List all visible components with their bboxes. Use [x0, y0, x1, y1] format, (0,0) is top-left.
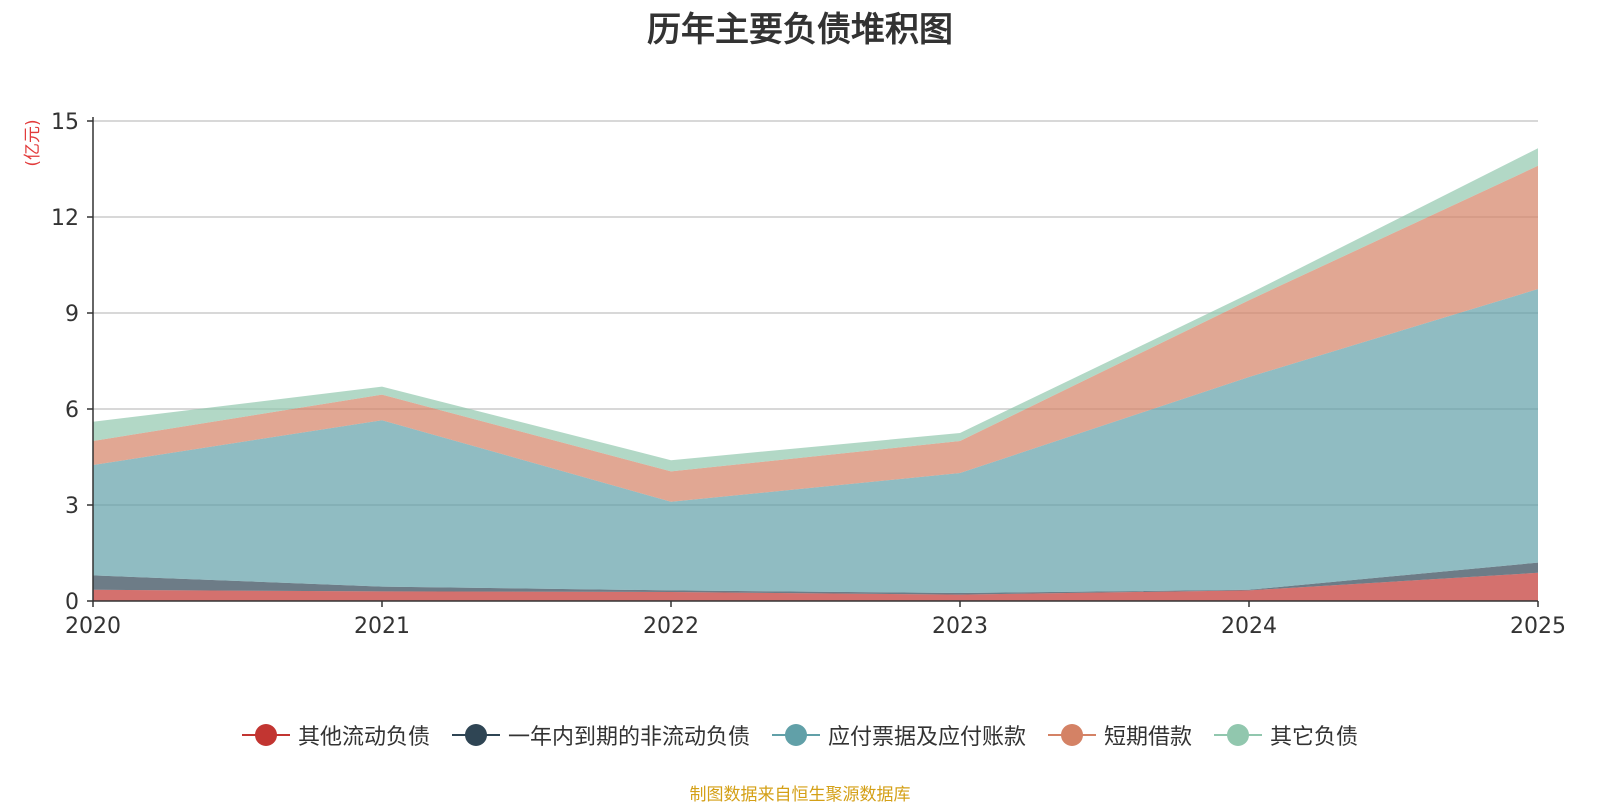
legend-label: 一年内到期的非流动负债 [507, 725, 750, 750]
series-area-2 [93, 289, 1538, 593]
x-tick-label: 2024 [1221, 614, 1277, 639]
x-tick-label: 2025 [1510, 614, 1566, 639]
legend-swatch-icon [241, 723, 290, 747]
y-tick-label: 0 [65, 590, 79, 615]
axes: 0 3 6 9 12 15 2020 2021 2022 2023 2024 2025 [51, 110, 1566, 639]
series-areas [93, 148, 1538, 601]
y-tick-label: 12 [51, 206, 79, 231]
chart-title: 历年主要负债堆积图 [647, 10, 953, 50]
legend-item[interactable]: 一年内到期的非流动负债 [451, 719, 750, 751]
legend-swatch-icon [1214, 723, 1263, 747]
legend-item[interactable]: 其它负债 [1214, 719, 1358, 751]
legend-label: 其它负债 [1270, 725, 1359, 750]
source-note: 制图数据来自恒生聚源数据库 [689, 785, 911, 805]
x-tick-label: 2023 [932, 614, 988, 639]
legend-item[interactable]: 短期借款 [1048, 719, 1192, 751]
y-tick-label: 6 [65, 398, 79, 423]
y-tick-label: 15 [51, 110, 79, 135]
legend-label: 其他流动负债 [297, 725, 430, 750]
legend-item[interactable]: 其他流动负债 [241, 719, 430, 751]
legend-swatch-icon [1048, 723, 1096, 747]
y-tick-label: 3 [65, 494, 79, 519]
legend-label: 短期借款 [1104, 725, 1193, 750]
legend: 其他流动负债 一年内到期的非流动负债 应付票据及应付账款 短期借款 其它负债 [0, 718, 1600, 752]
legend-label: 应付票据及应付账款 [827, 725, 1026, 750]
series-area-3 [93, 165, 1538, 502]
legend-swatch-icon [771, 723, 820, 747]
legend-swatch-icon [451, 723, 500, 747]
y-axis-unit: (亿元) [23, 119, 43, 166]
legend-item[interactable]: 应付票据及应付账款 [771, 719, 1026, 751]
x-tick-label: 2020 [65, 614, 121, 639]
x-tick-label: 2022 [643, 614, 699, 639]
series-area-0 [93, 572, 1538, 601]
x-tick-label: 2021 [354, 614, 410, 639]
y-tick-label: 9 [65, 302, 79, 327]
